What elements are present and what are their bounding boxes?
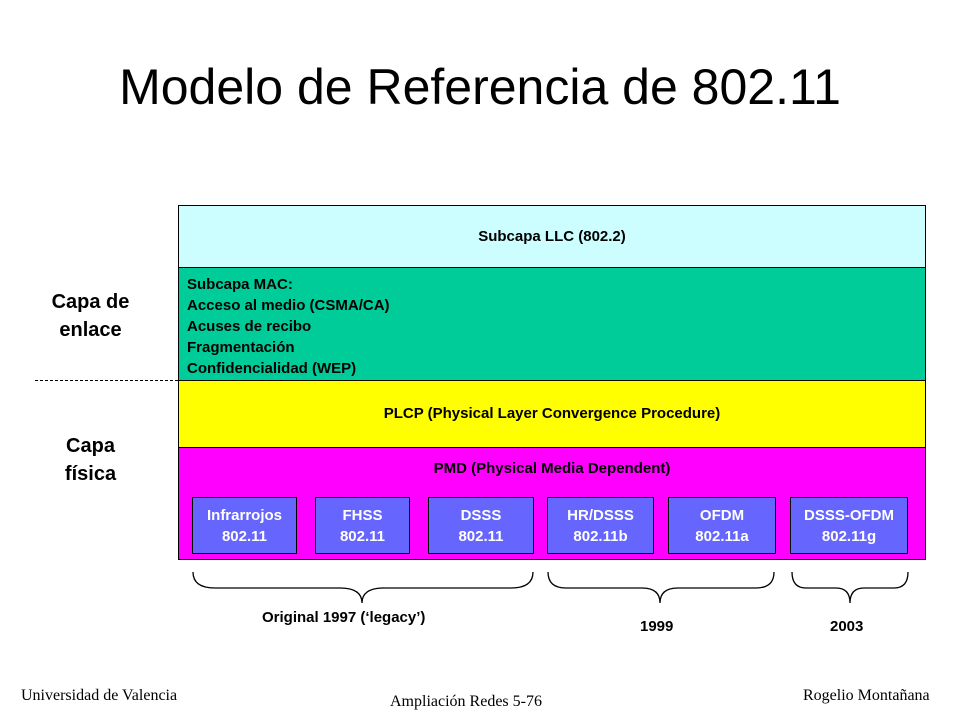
physical-layer-label: Capa física <box>64 435 117 485</box>
footer-left: Universidad de Valencia <box>21 687 178 704</box>
brace-original <box>192 571 534 604</box>
footer-right: Rogelio Montañana <box>803 687 930 704</box>
pmd-box-ofdm: OFDM 802.11a <box>668 497 776 554</box>
mac-text: Subcapa MAC: Acceso al medio (CSMA/CA) A… <box>187 274 390 379</box>
plcp-label: PLCP (Physical Layer Convergence Procedu… <box>383 405 721 422</box>
pmd-box-dsss-ofdm: DSSS-OFDM 802.11g <box>790 497 908 554</box>
brace-label-1999: 1999 <box>640 618 674 635</box>
brace-label-original: Original 1997 (‘legacy’) <box>262 609 426 626</box>
pmd-box-hr-dsss: HR/DSSS 802.11b <box>547 497 654 554</box>
pmd-label: PMD (Physical Media Dependent) <box>433 460 671 477</box>
brace-2003 <box>791 571 909 604</box>
slide-title: Modelo de Referencia de 802.11 <box>119 59 841 115</box>
brace-1999 <box>547 571 775 604</box>
layer-divider-dashed-line <box>35 380 178 381</box>
mac-line: Acuses de recibo <box>187 318 312 335</box>
plcp-sublayer: PLCP (Physical Layer Convergence Procedu… <box>178 380 926 448</box>
mac-line: Fragmentación <box>187 339 295 356</box>
footer-center: Ampliación Redes 5-76 <box>390 693 542 710</box>
brace-label-2003: 2003 <box>830 618 864 635</box>
llc-label: Subcapa LLC (802.2) <box>478 228 626 245</box>
pmd-box-infrarrojos: Infrarrojos 802.11 <box>192 497 297 554</box>
mac-line: Subcapa MAC: <box>187 276 293 293</box>
pmd-box-fhss: FHSS 802.11 <box>315 497 410 554</box>
mac-sublayer: Subcapa MAC: Acceso al medio (CSMA/CA) A… <box>178 267 926 381</box>
mac-line: Acceso al medio (CSMA/CA) <box>187 297 390 314</box>
link-layer-label: Capa de enlace <box>51 291 130 341</box>
pmd-box-dsss: DSSS 802.11 <box>428 497 534 554</box>
mac-line: Confidencialidad (WEP) <box>187 360 357 377</box>
